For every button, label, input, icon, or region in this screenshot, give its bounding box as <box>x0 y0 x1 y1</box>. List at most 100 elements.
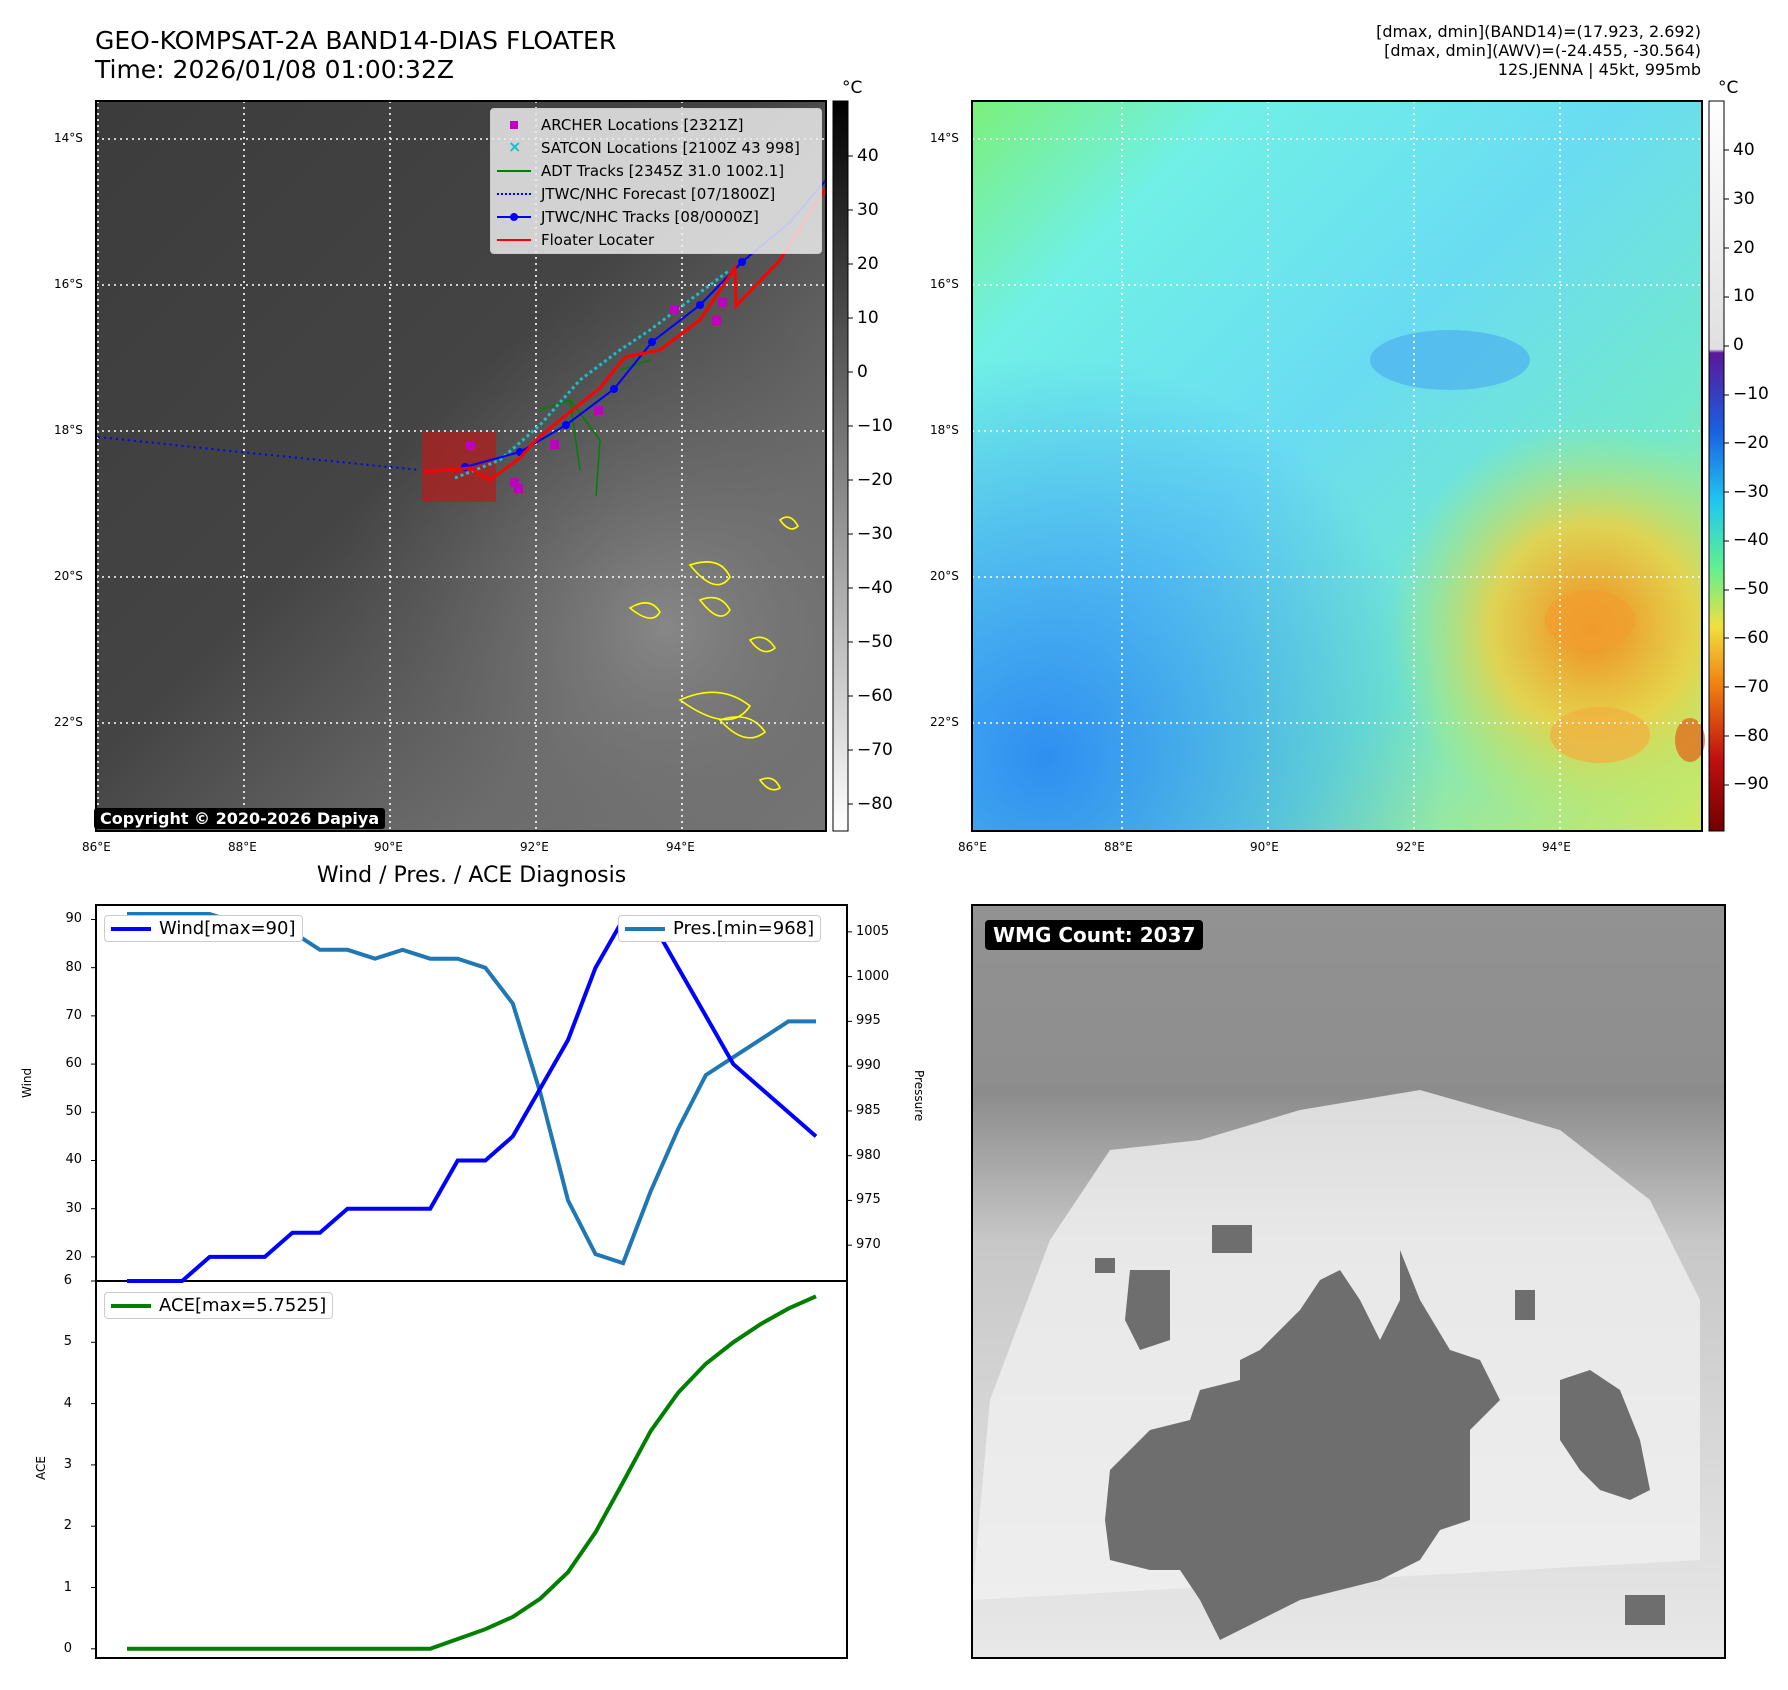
wmg-cold-cell-4 <box>1095 1258 1115 1273</box>
lon-label-92e: 92°E <box>520 840 549 854</box>
wv-colorbar-tick-label: −40 <box>1733 530 1769 551</box>
pressure-tick-label: 1005 <box>856 923 890 939</box>
lat-label-22s: 22°S <box>54 715 83 729</box>
wv-colorbar-ticks <box>1724 149 1729 786</box>
wv-lat-label-18s: 18°S <box>930 423 959 437</box>
wv-colorbar-tick-label: 10 <box>1733 286 1755 307</box>
wv-lat-label-20s: 20°S <box>930 569 959 583</box>
legend-label: JTWC/NHC Tracks [08/0000Z] <box>541 207 759 226</box>
legend-label: ARCHER Locations [2321Z] <box>541 115 744 134</box>
pressure-axis-label: Pressure <box>912 1070 926 1122</box>
wmg-cold-core <box>1105 1250 1500 1640</box>
ace-tick-label: 5 <box>63 1334 72 1350</box>
lon-label-86e: 86°E <box>82 840 111 854</box>
ace-legend-label: ACE[max=5.7525] <box>159 1295 327 1316</box>
ir-colorbar-tick-label: −60 <box>857 686 893 706</box>
wmg-cold-cell-6 <box>1625 1595 1665 1625</box>
square-marker-icon <box>497 118 531 132</box>
ir-legend: ARCHER Locations [2321Z] × SATCON Location… <box>490 108 822 254</box>
wv-colorbar-tick-label: −30 <box>1733 481 1769 502</box>
wind-legend-swatch <box>111 926 151 931</box>
legend-entry: ADT Tracks [2345Z 31.0 1002.1] <box>491 159 821 182</box>
wmg-cold-cell-3 <box>1212 1225 1252 1253</box>
ir-colorbar-tick-label: 40 <box>857 146 879 166</box>
wind-tick-label: 80 <box>65 959 82 975</box>
wv-colorbar-tick-label: 30 <box>1733 188 1755 209</box>
ace-tick-label: 4 <box>63 1395 72 1411</box>
wmg-frame <box>971 904 1726 1659</box>
wv-colorbar-tick-label: 20 <box>1733 237 1755 258</box>
jtwc-track-points <box>461 258 746 471</box>
wv-cold-spot-3 <box>1675 718 1705 762</box>
wind-legend-label: Wind[max=90] <box>159 918 296 939</box>
lon-label-94e: 94°E <box>666 840 695 854</box>
line-dot-icon <box>497 210 531 224</box>
pressure-tick-label: 1000 <box>856 968 890 984</box>
wmg-panel <box>971 904 1726 1659</box>
wv-colorbar-tick-label: −50 <box>1733 579 1769 600</box>
dotted-line-icon <box>497 187 531 201</box>
wv-map-panel <box>971 100 1729 832</box>
legend-entry: ARCHER Locations [2321Z] <box>491 113 821 136</box>
x-marker-icon: × <box>508 136 522 156</box>
wv-colorbar-tick-label: −80 <box>1733 725 1769 746</box>
ir-colorbar-tick-label: −40 <box>857 578 893 598</box>
diagnosis-title: Wind / Pres. / ACE Diagnosis <box>316 863 627 888</box>
pressure-legend: Pres.[min=968] <box>618 915 822 942</box>
pressure-tick-label: 995 <box>856 1013 881 1029</box>
wv-colorbar-tick-label: −70 <box>1733 676 1769 697</box>
ir-colorbar-tick-label: −70 <box>857 740 893 760</box>
lon-label-88e: 88°E <box>228 840 257 854</box>
title-line-2: Time: 2026/01/08 01:00:32Z <box>95 55 454 84</box>
solid-line-icon <box>497 164 531 178</box>
ir-colorbar-unit: °C <box>842 78 863 98</box>
legend-label: Floater Locater <box>541 230 655 249</box>
wmg-cold-cell-5 <box>1515 1290 1535 1320</box>
legend-entry: × SATCON Locations [2100Z 43 998] <box>491 136 821 159</box>
ir-colorbar-tick-label: −50 <box>857 632 893 652</box>
legend-entry: JTWC/NHC Forecast [07/1800Z] <box>491 182 821 205</box>
lat-label-16s: 16°S <box>54 277 83 291</box>
wv-colorbar-tick-label: 0 <box>1733 335 1744 356</box>
info-line-1: [dmax, dmin](BAND14)=(17.923, 2.692) <box>1376 22 1701 41</box>
wv-dry-slot <box>1370 330 1530 390</box>
lat-label-20s: 20°S <box>54 569 83 583</box>
ace-legend-swatch <box>111 1303 151 1308</box>
ace-tick-label: 0 <box>63 1640 72 1656</box>
wind-tick-label: 90 <box>65 911 82 927</box>
pressure-legend-label: Pres.[min=968] <box>673 918 815 939</box>
pressure-tick-label: 970 <box>856 1237 881 1253</box>
ace-series-line <box>127 1294 817 1651</box>
ir-colorbar-tick-label: 20 <box>857 254 879 274</box>
lat-label-14s: 14°S <box>54 131 83 145</box>
legend-entry: JTWC/NHC Tracks [08/0000Z] <box>491 205 821 228</box>
figure-title: GEO-KOMPSAT-2A BAND14-DIAS FLOATER Time:… <box>95 26 616 84</box>
wv-colorbar-tick-label: −90 <box>1733 774 1769 795</box>
wv-colorbar <box>1708 100 1725 832</box>
pressure-series-line <box>127 912 816 1266</box>
legend-label: SATCON Locations [2100Z 43 998] <box>541 138 800 157</box>
wmg-cold-cell-2 <box>1125 1270 1170 1350</box>
ir-colorbar-ticks <box>848 155 853 805</box>
ace-plot <box>91 1280 817 1651</box>
wv-cold-spot-1 <box>1545 590 1635 650</box>
ir-colorbar-tick-label: −80 <box>857 794 893 814</box>
info-line-3: 12S.JENNA | 45kt, 995mb <box>1497 60 1701 79</box>
wind-series-line <box>127 917 818 1283</box>
ir-colorbar-tick-label: 10 <box>857 308 879 328</box>
wv-colorbar-tick-label: 40 <box>1733 140 1755 160</box>
info-block: [dmax, dmin](BAND14)=(17.923, 2.692) [dm… <box>1376 22 1701 79</box>
wv-lon-label-90e: 90°E <box>1250 840 1279 854</box>
ir-colorbar-tick-label: 30 <box>857 200 879 220</box>
wind-tick-label: 60 <box>65 1056 82 1072</box>
ace-tick-label: 1 <box>63 1579 72 1595</box>
wv-cold-spot-2 <box>1550 707 1650 763</box>
wind-tick-label: 50 <box>65 1104 82 1120</box>
ir-colorbar-tick-label: 0 <box>857 362 868 382</box>
ir-colorbar-tick-label: −10 <box>857 416 893 436</box>
wv-lon-label-92e: 92°E <box>1396 840 1425 854</box>
cold-cloud-contours <box>628 516 799 791</box>
pressure-legend-swatch <box>625 926 665 931</box>
legend-entry: Floater Locater <box>491 228 821 251</box>
legend-label: JTWC/NHC Forecast [07/1800Z] <box>541 184 776 203</box>
